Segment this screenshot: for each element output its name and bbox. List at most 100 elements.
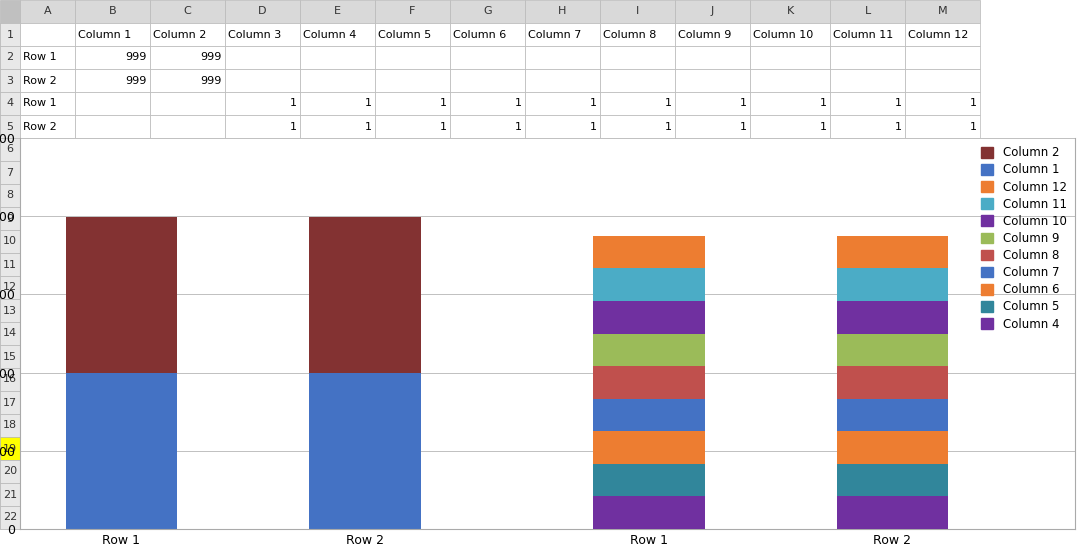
- Bar: [375, 460, 450, 483]
- Bar: [225, 69, 300, 92]
- Text: 22: 22: [3, 512, 17, 522]
- Bar: [830, 23, 905, 46]
- Bar: [0, 345, 20, 368]
- Text: 1: 1: [740, 99, 747, 109]
- Bar: [225, 368, 300, 391]
- Bar: [593, 399, 704, 431]
- Text: Column 3: Column 3: [228, 30, 281, 40]
- Bar: [750, 483, 830, 506]
- Bar: [20, 299, 75, 322]
- Bar: [524, 276, 600, 299]
- Bar: [600, 230, 675, 253]
- Bar: [675, 345, 750, 368]
- Bar: [905, 322, 980, 345]
- Text: 1: 1: [290, 99, 297, 109]
- Bar: [905, 483, 980, 506]
- Bar: [600, 184, 675, 207]
- Bar: [600, 0, 675, 23]
- Bar: [905, 253, 980, 276]
- Text: 10: 10: [3, 237, 17, 247]
- Bar: [0, 391, 20, 414]
- Bar: [675, 23, 750, 46]
- Bar: [750, 161, 830, 184]
- Bar: [150, 184, 225, 207]
- Bar: [300, 230, 375, 253]
- Bar: [450, 0, 524, 23]
- Text: 999: 999: [126, 76, 146, 86]
- Bar: [375, 506, 450, 529]
- Bar: [66, 217, 178, 373]
- Bar: [524, 138, 600, 161]
- Text: 1: 1: [440, 99, 447, 109]
- Text: 999: 999: [200, 52, 222, 62]
- Bar: [0, 230, 20, 253]
- Bar: [593, 366, 704, 399]
- Text: 1: 1: [290, 121, 297, 131]
- Bar: [225, 207, 300, 230]
- Text: 1: 1: [820, 121, 827, 131]
- Text: 4: 4: [6, 99, 14, 109]
- Bar: [20, 276, 75, 299]
- Bar: [300, 506, 375, 529]
- Bar: [75, 0, 150, 23]
- Bar: [837, 366, 948, 399]
- Bar: [524, 391, 600, 414]
- Bar: [830, 391, 905, 414]
- Bar: [593, 464, 704, 496]
- Text: Column 5: Column 5: [378, 30, 431, 40]
- Bar: [300, 368, 375, 391]
- Bar: [524, 506, 600, 529]
- Text: 1: 1: [590, 121, 597, 131]
- Bar: [300, 414, 375, 437]
- Bar: [905, 230, 980, 253]
- Bar: [0, 483, 20, 506]
- Bar: [375, 299, 450, 322]
- Text: 6: 6: [6, 144, 14, 154]
- Bar: [830, 184, 905, 207]
- Bar: [830, 345, 905, 368]
- Bar: [20, 230, 75, 253]
- Bar: [375, 46, 450, 69]
- Bar: [0, 92, 20, 115]
- Bar: [750, 184, 830, 207]
- Bar: [905, 184, 980, 207]
- Bar: [905, 437, 980, 460]
- Bar: [905, 161, 980, 184]
- Bar: [524, 161, 600, 184]
- Bar: [150, 391, 225, 414]
- Bar: [524, 115, 600, 138]
- Bar: [150, 460, 225, 483]
- Bar: [20, 460, 75, 483]
- Bar: [830, 460, 905, 483]
- Bar: [450, 230, 524, 253]
- Bar: [375, 414, 450, 437]
- Bar: [0, 184, 20, 207]
- Text: 1: 1: [6, 30, 14, 40]
- Bar: [225, 230, 300, 253]
- Bar: [750, 345, 830, 368]
- Bar: [20, 69, 75, 92]
- Bar: [375, 115, 450, 138]
- Bar: [830, 368, 905, 391]
- Bar: [20, 184, 75, 207]
- Bar: [20, 345, 75, 368]
- Bar: [0, 207, 20, 230]
- Text: A: A: [44, 7, 52, 17]
- Bar: [0, 207, 20, 230]
- Bar: [20, 92, 75, 115]
- Bar: [150, 161, 225, 184]
- Text: 1: 1: [820, 99, 827, 109]
- Bar: [450, 253, 524, 276]
- Text: H: H: [558, 7, 567, 17]
- Bar: [375, 368, 450, 391]
- Bar: [75, 437, 150, 460]
- Bar: [450, 161, 524, 184]
- Bar: [830, 161, 905, 184]
- Bar: [20, 414, 75, 437]
- Text: Column 2: Column 2: [153, 30, 207, 40]
- Bar: [750, 207, 830, 230]
- Bar: [300, 322, 375, 345]
- Bar: [0, 322, 20, 345]
- Bar: [750, 0, 830, 23]
- Bar: [600, 207, 675, 230]
